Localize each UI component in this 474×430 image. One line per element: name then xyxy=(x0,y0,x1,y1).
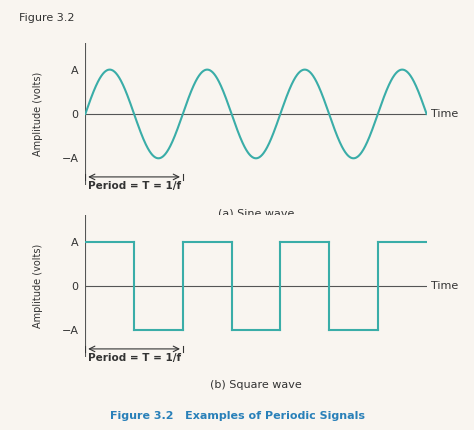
Text: Amplitude (volts): Amplitude (volts) xyxy=(33,244,43,328)
Text: Time: Time xyxy=(431,109,459,119)
Text: (a) Sine wave: (a) Sine wave xyxy=(218,208,294,218)
Text: Figure 3.2: Figure 3.2 xyxy=(19,13,74,23)
Text: Time: Time xyxy=(431,281,459,291)
Text: Period = T = 1/f: Period = T = 1/f xyxy=(88,353,181,363)
Text: Figure 3.2   Examples of Periodic Signals: Figure 3.2 Examples of Periodic Signals xyxy=(109,412,365,421)
Text: Amplitude (volts): Amplitude (volts) xyxy=(33,72,43,156)
Text: Period = T = 1/f: Period = T = 1/f xyxy=(88,181,181,191)
Text: (b) Square wave: (b) Square wave xyxy=(210,380,302,390)
